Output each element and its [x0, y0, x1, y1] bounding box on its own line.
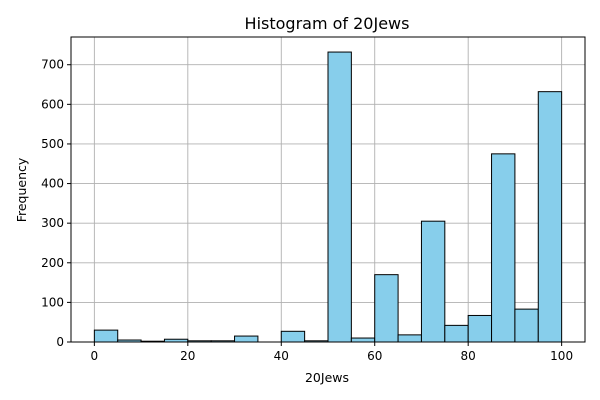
y-axis-ticks: 0 100 200 300 400 500 600 700: [41, 58, 71, 349]
histogram-bar: [350, 337, 376, 343]
histogram-bars: [93, 51, 563, 343]
y-tick-label: 700: [41, 58, 64, 72]
y-tick-label: 0: [56, 335, 64, 349]
histogram-bar: [420, 220, 446, 343]
chart-title: Histogram of 20Jews: [245, 14, 410, 33]
y-tick-label: 200: [41, 256, 64, 270]
y-tick-label: 400: [41, 177, 64, 191]
histogram-bar: [280, 330, 306, 343]
histogram-bar: [537, 91, 563, 343]
y-tick-label: 300: [41, 216, 64, 230]
y-tick-label: 600: [41, 97, 64, 111]
x-axis-label: 20Jews: [305, 370, 349, 385]
histogram-bar: [93, 329, 119, 343]
histogram-bar: [374, 274, 399, 343]
x-tick-label: 40: [274, 349, 289, 363]
histogram-bar: [491, 153, 516, 343]
histogram-bar: [327, 51, 352, 343]
plot-area-frame: [70, 36, 586, 343]
x-tick-label: 60: [367, 349, 382, 363]
y-axis-label: Frequency: [14, 157, 29, 222]
histogram-bar: [234, 335, 259, 343]
histogram-bar: [397, 334, 422, 343]
x-tick-label: 20: [180, 349, 195, 363]
x-tick-label: 0: [91, 349, 99, 363]
histogram-bar: [444, 324, 469, 343]
histogram-bar: [514, 308, 539, 343]
y-tick-label: 500: [41, 137, 64, 151]
x-tick-label: 100: [550, 349, 573, 363]
x-tick-label: 80: [461, 349, 476, 363]
y-tick-label: 100: [41, 295, 64, 309]
histogram-bar: [467, 314, 493, 343]
x-axis-ticks: 0 20 40 60 80 100: [91, 342, 573, 363]
